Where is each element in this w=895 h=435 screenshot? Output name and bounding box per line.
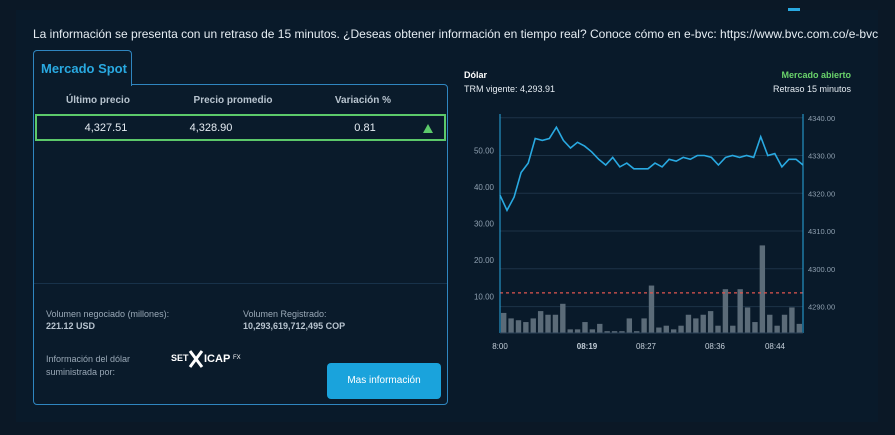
table-row[interactable]: 4,327.51 4,328.90 0.81 (35, 114, 446, 141)
volume-bar (508, 318, 514, 333)
volume-bar (781, 314, 788, 333)
volume-bar (597, 323, 603, 333)
volume-bar (648, 285, 655, 333)
tab-mercado-spot[interactable]: Mercado Spot (33, 50, 132, 86)
y-right-tick-label: 4310.00 (808, 227, 835, 236)
volume-bar (611, 331, 618, 333)
volume-bar (589, 329, 596, 333)
volume-bar (737, 289, 743, 333)
y-left-tick-label: 50.00 (474, 147, 495, 156)
volume-bar (537, 311, 544, 333)
volume-bar (523, 322, 529, 333)
y-right-tick-label: 4300.00 (808, 265, 835, 274)
y-left-tick-label: 40.00 (474, 183, 495, 192)
y-right-tick-label: 4320.00 (808, 189, 835, 198)
volume-bar (693, 318, 699, 333)
volume-bar (530, 318, 536, 333)
volume-bar (574, 329, 581, 333)
y-right-tick-label: 4330.00 (808, 152, 835, 161)
price-volume-chart: 10.00 20.00 30.00 40.00 50.00 4290.00 4300.00 4… (474, 114, 835, 351)
volume-bar (796, 323, 802, 333)
chart-title: Dólar (464, 70, 488, 80)
table-header: Último precio Precio promedio Variación … (34, 93, 447, 111)
x-tick-label: 08:27 (636, 342, 657, 351)
top-accent (788, 8, 800, 11)
header-avg-price: Precio promedio (193, 95, 273, 106)
volume-bar (560, 303, 566, 333)
volume-bar (604, 331, 610, 333)
volume-bar (656, 327, 662, 333)
x-tick-label: 8:00 (492, 342, 508, 351)
grid-lines (500, 117, 803, 308)
volume-bar (663, 325, 669, 333)
y-left-tick-label: 30.00 (474, 220, 495, 229)
volume-bar (619, 331, 625, 333)
volume-bar (501, 312, 507, 333)
volume-bar (670, 329, 677, 333)
y-left-tick-label: 10.00 (474, 293, 495, 302)
volume-value: 221.12 USD (46, 321, 96, 331)
chart-axes (499, 114, 804, 334)
header-last-price: Último precio (66, 95, 130, 106)
up-arrow-icon (423, 124, 433, 133)
volume-bar (744, 307, 751, 333)
volume-bar (545, 314, 551, 333)
delay-notice: La información se presenta con un retras… (33, 27, 879, 41)
volume-bar (626, 318, 633, 333)
volume-bar (767, 314, 773, 333)
registered-value: 10,293,619,712,495 COP (243, 321, 346, 331)
x-tick-label: 08:19 (577, 342, 598, 351)
volume-bar (641, 318, 647, 333)
y-right-tick-label: 4340.00 (808, 114, 835, 123)
volume-bar (774, 325, 780, 333)
last-price-value: 4,327.51 (84, 122, 128, 134)
header-variation: Variación % (334, 95, 392, 106)
more-info-button[interactable]: Mas información (327, 363, 441, 399)
market-status: Mercado abierto (781, 70, 851, 80)
registered-label: Volumen Registrado: (243, 309, 327, 319)
volume-bar (722, 289, 729, 333)
volume-bar (552, 314, 559, 333)
volume-bar (567, 329, 573, 333)
volume-bar (715, 325, 721, 333)
volume-bar (759, 245, 766, 333)
y-right-tick-label: 4290.00 (808, 303, 835, 312)
volume-bar (634, 331, 640, 333)
x-tick-label: 08:36 (705, 342, 726, 351)
volume-label: Volumen negociado (millones): (46, 309, 170, 319)
divider (34, 283, 447, 284)
volume-bar (707, 311, 714, 333)
tab-label: Mercado Spot (41, 61, 127, 76)
spot-panel: Último precio Precio promedio Variación … (33, 84, 448, 405)
avg-price-value: 4,328.90 (189, 122, 233, 134)
volume-bar (515, 320, 522, 333)
trm-value: TRM vigente: 4,293.91 (464, 84, 556, 94)
provider-label: Información del dólar suministrada por: (46, 354, 131, 377)
x-tick-label: 08:44 (765, 342, 786, 351)
volume-bar (752, 322, 758, 333)
volume-bar (700, 314, 706, 333)
volume-bar (678, 325, 684, 333)
delay-label: Retraso 15 minutos (772, 84, 851, 94)
volume-bar (730, 325, 736, 333)
price-line (499, 125, 804, 213)
volume-bar (789, 307, 795, 333)
price-series-line (499, 125, 804, 213)
volume-bar (582, 322, 588, 333)
volume-bars (501, 245, 802, 333)
variation-value: 0.81 (354, 122, 376, 134)
chart-ticks: 10.00 20.00 30.00 40.00 50.00 4290.00 4300.00 4… (474, 114, 835, 351)
y-left-tick-label: 20.00 (474, 256, 495, 265)
volume-bar (685, 314, 692, 333)
